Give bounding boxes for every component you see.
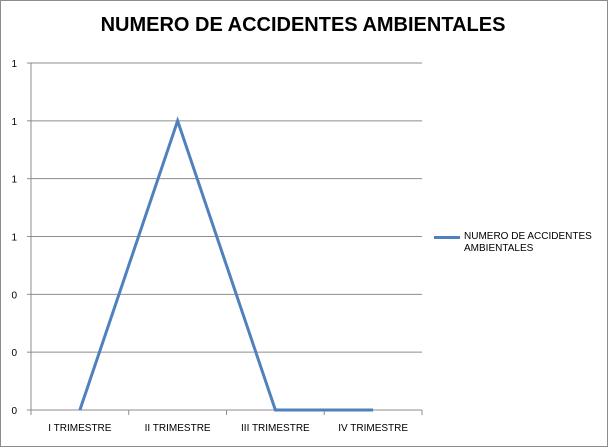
x-tick-label: II TRIMESTRE (145, 423, 211, 434)
y-tick-label: 1 (11, 117, 17, 128)
y-tick-label: 1 (11, 233, 17, 244)
x-tick-label: I TRIMESTRE (48, 423, 111, 434)
y-tick-label: 0 (11, 406, 17, 417)
x-tick-label: III TRIMESTRE (241, 423, 310, 434)
series-line (78, 116, 374, 412)
x-tick-label: IV TRIMESTRE (338, 423, 408, 434)
y-tick-label: 0 (11, 348, 17, 359)
legend-swatch (434, 236, 460, 239)
y-tick-label: 0 (11, 290, 17, 301)
chart-title: NUMERO DE ACCIDENTES AMBIENTALES (100, 14, 506, 36)
y-tick-label: 1 (11, 59, 17, 70)
y-tick-label: 1 (11, 175, 17, 186)
legend-label: NUMERO DE ACCIDENTES AMBIENTALES (464, 231, 592, 254)
